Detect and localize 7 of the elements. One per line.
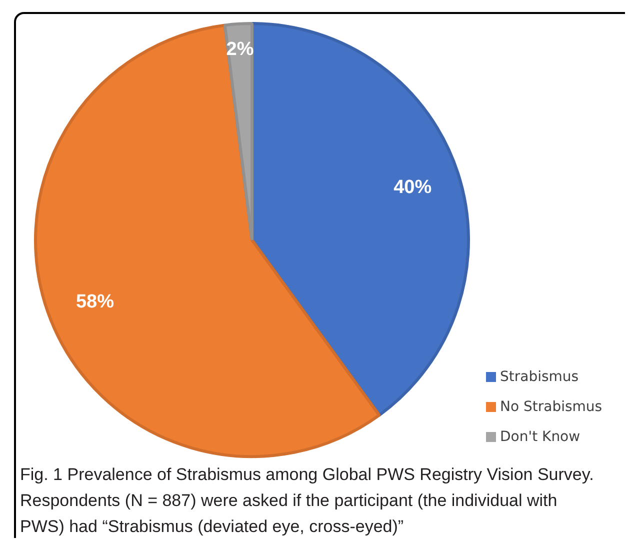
caption: Fig. 1 Prevalence of Strabismus among Global PWS Registry Vision Survey. Respondents (N = 887) were asked if the participant (the individual with PWS) had “Strabismus (deviated eye, cross-eyed)” — [20, 464, 595, 538]
legend-label: Don't Know — [500, 429, 580, 445]
legend-label: Strabismus — [500, 369, 579, 385]
legend-label: No Strabismus — [500, 399, 602, 415]
data-label: 40% — [394, 177, 432, 198]
data-label: 2% — [226, 39, 254, 60]
data-label: 58% — [76, 291, 114, 312]
